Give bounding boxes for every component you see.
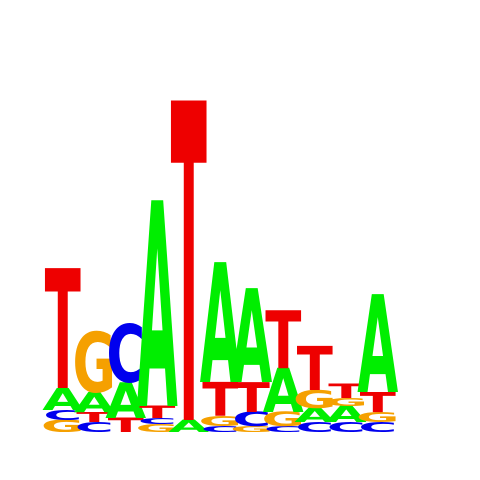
svg-text:A: A [263, 357, 304, 427]
svg-text:T: T [328, 381, 364, 403]
svg-text:G: G [199, 414, 242, 430]
logo-letter-g: G [230, 424, 273, 434]
svg-text:G: G [41, 417, 84, 436]
svg-text:T: T [171, 13, 207, 480]
svg-text:C: C [75, 420, 114, 436]
svg-text:C: C [43, 408, 82, 424]
svg-text:A: A [168, 417, 210, 436]
svg-text:G: G [262, 409, 305, 431]
svg-text:T: T [360, 387, 396, 419]
logo-letter-a: A [200, 230, 241, 421]
logo-letter-c: C [358, 420, 397, 436]
svg-text:G: G [325, 396, 368, 409]
svg-text:T: T [297, 335, 333, 405]
logo-letter-c: C [75, 420, 114, 436]
svg-text:G: G [230, 424, 273, 434]
logo-letter-t: T [234, 375, 271, 423]
logo-letter-c: C [295, 420, 334, 436]
svg-text:T: T [234, 375, 271, 423]
logo-letter-a: A [326, 401, 368, 427]
logo-letter-t: T [328, 381, 364, 403]
svg-text:A: A [42, 383, 84, 418]
logo-letter-a: A [168, 417, 210, 436]
svg-text:A: A [357, 268, 398, 425]
logo-letter-c: C [327, 420, 366, 436]
logo-letter-t: T [45, 236, 81, 427]
logo-letter-t: T [139, 403, 175, 422]
svg-text:A: A [326, 401, 368, 427]
logo-letter-g: G [73, 317, 116, 412]
logo-letter-c: C [106, 308, 145, 401]
svg-text:C: C [327, 420, 366, 436]
svg-text:C: C [358, 420, 397, 436]
svg-text:A: A [231, 264, 272, 413]
logo-letter-t: T [202, 373, 238, 427]
svg-text:T: T [108, 415, 144, 437]
svg-text:T: T [265, 294, 301, 387]
logo-letter-t: T [265, 294, 301, 387]
logo-letter-a: A [42, 383, 84, 418]
logo-letter-g: G [136, 422, 179, 435]
svg-text:T: T [202, 373, 238, 427]
svg-text:T: T [76, 410, 113, 426]
svg-text:T: T [45, 236, 81, 427]
svg-text:T: T [139, 403, 175, 422]
logo-letter-g: G [356, 410, 399, 426]
svg-text:G: G [293, 385, 336, 414]
logo-letter-g: G [293, 385, 336, 414]
logo-letter-c: C [43, 408, 82, 424]
logo-letter-a: A [263, 357, 304, 427]
svg-text:G: G [356, 410, 399, 426]
svg-text:C: C [138, 416, 177, 426]
logo-letter-a: A [105, 374, 146, 431]
logo-letter-a: A [357, 268, 398, 425]
svg-text:G: G [136, 422, 179, 435]
svg-text:C: C [232, 409, 271, 431]
svg-text:A: A [137, 145, 178, 473]
logo-letter-a: A [137, 145, 178, 473]
logo-letter-g: G [262, 409, 305, 431]
svg-text:A: A [200, 230, 241, 421]
logo-letter-t: T [297, 335, 333, 405]
logo-letter-a: A [231, 264, 272, 413]
logo-letter-c: C [201, 424, 240, 434]
svg-text:C: C [264, 424, 303, 434]
logo-letter-t: T [171, 13, 207, 480]
svg-text:A: A [74, 387, 115, 419]
logo-letter-c: C [264, 424, 303, 434]
logo-letter-a: A [74, 387, 115, 419]
svg-text:G: G [73, 317, 116, 412]
svg-text:C: C [106, 308, 145, 401]
logo-letter-g: G [325, 396, 368, 409]
logo-letter-t: T [108, 415, 144, 437]
svg-text:C: C [201, 424, 240, 434]
logo-letter-g: G [41, 417, 84, 436]
logo-letter-a: A [294, 405, 335, 427]
logo-letter-c: C [232, 409, 271, 431]
svg-text:A: A [105, 374, 146, 431]
svg-text:C: C [295, 420, 334, 436]
logo-letter-g: G [199, 414, 242, 430]
logo-letter-t: T [76, 410, 113, 426]
svg-text:A: A [294, 405, 335, 427]
logo-letter-c: C [138, 416, 177, 426]
logo-letter-t: T [360, 387, 396, 419]
